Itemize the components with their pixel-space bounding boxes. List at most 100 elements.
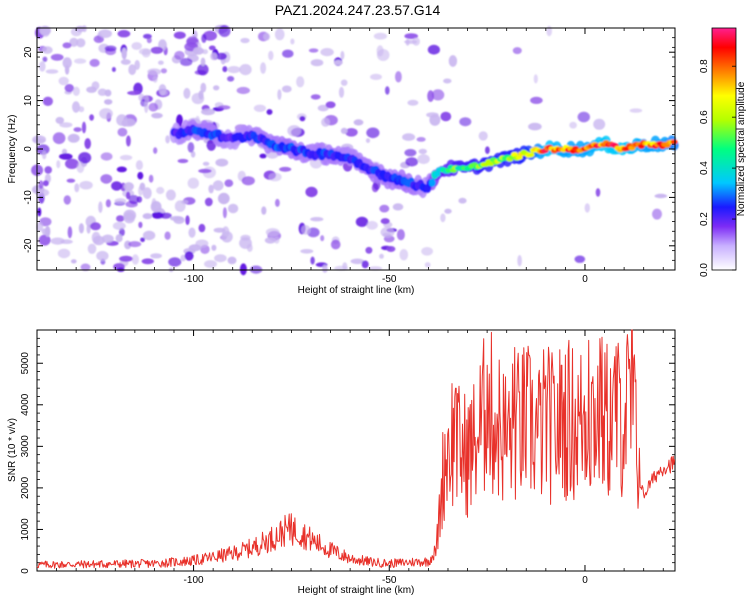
spectrogram-noise-blob <box>56 160 61 169</box>
snr-x-tick-label: 0 <box>582 575 588 586</box>
spectrogram-noise-blob <box>55 116 65 124</box>
spectrogram-noise-blob <box>399 249 409 261</box>
spectrogram-noise-blob <box>444 208 452 214</box>
spectrogram-noise-blob <box>116 215 125 222</box>
spectrogram-noise-blob <box>59 153 73 160</box>
spectrogram-noise-blob <box>142 230 156 241</box>
spectrogram-noise-blob <box>301 225 311 235</box>
spectrogram-noise-blob <box>96 250 109 261</box>
spectrogram-noise-blob <box>169 216 184 221</box>
spectrogram-noise-blob <box>407 99 419 106</box>
spectrogram-noise-blob <box>38 234 51 246</box>
spectrogram-ridge-core <box>511 151 518 157</box>
snr-y-tick-label: 4000 <box>20 393 31 416</box>
spectrogram-noise-blob <box>317 104 329 112</box>
spectrogram-noise-blob <box>260 62 267 74</box>
spectrogram-noise-blob <box>274 236 280 244</box>
spectrogram-noise-blob <box>217 105 231 110</box>
spectrogram-noise-blob <box>212 180 224 191</box>
spectrogram-noise-blob <box>36 222 44 232</box>
spectrogram-noise-blob <box>330 239 341 250</box>
spectrogram-noise-blob <box>373 32 387 40</box>
spectrogram-noise-blob <box>204 260 217 268</box>
spectrogram-noise-blob <box>111 67 116 72</box>
spectrogram-noise-blob <box>222 66 228 73</box>
spectrogram-noise-blob <box>261 206 267 215</box>
spectrogram-noise-blob <box>57 248 71 259</box>
spectrogram-noise-blob <box>305 186 318 198</box>
spectrogram-noise-blob <box>73 127 82 132</box>
snr-y-tick-label: 3000 <box>20 435 31 458</box>
spectrogram-noise-blob <box>404 149 417 157</box>
spectrogram-noise-blob <box>35 188 50 197</box>
spectrogram-noise-blob <box>310 256 315 265</box>
spectrogram-noise-blob <box>121 47 127 60</box>
spectrogram-noise-blob <box>227 203 239 214</box>
spectrogram-noise-blob <box>116 166 127 173</box>
spectrogram-ridge-core <box>670 139 678 145</box>
spectrogram-noise-blob <box>67 133 80 143</box>
spectrogram-noise-blob <box>98 29 112 38</box>
spectrogram-noise-blob <box>64 84 75 93</box>
spectrogram-noise-blob <box>392 203 404 211</box>
spectrogram-noise-blob <box>310 217 324 222</box>
spectrogram-noise-blob <box>240 37 250 44</box>
spectrogram-noise-blob <box>191 92 205 105</box>
chart-title: PAZ1.2024.247.23.57.G14 <box>274 2 441 18</box>
snr-series-line <box>36 329 676 569</box>
spectrogram-ridge-core <box>428 178 436 187</box>
spectrogram-noise-blob <box>100 174 113 184</box>
spectrogram-noise-blob <box>119 255 133 262</box>
spectrogram-noise-blob <box>150 201 162 213</box>
spectrogram-noise-blob <box>177 158 189 164</box>
spectrogram-noise-blob <box>201 108 215 116</box>
spectrogram-noise-blob <box>148 102 159 112</box>
spectrogram-noise-blob <box>151 211 164 219</box>
colorbar: 0.0 0.2 0.4 0.6 0.8 Normalized spectral ampl… <box>699 27 747 277</box>
spectrogram-noise-blob <box>74 58 87 64</box>
spectrogram-noise-blob <box>216 52 227 60</box>
spectrogram-noise-blob <box>150 46 164 54</box>
spectrogram-noise-blob <box>265 228 280 237</box>
spectrogram-noise-blob <box>138 221 143 229</box>
spectrogram-noise-blob <box>131 254 139 265</box>
spectrogram-noise-blob <box>325 101 336 109</box>
spectrogram-noise-blob <box>380 218 390 225</box>
snr-y-tick-label: 0 <box>20 568 31 574</box>
spectrogram-noise-blob <box>173 31 186 39</box>
spectrogram-noise-blob <box>227 76 235 82</box>
spectrogram-x-tick-label: 0 <box>582 274 588 285</box>
spectrogram-noise-blob <box>45 69 59 74</box>
spectrogram-noise-blob <box>84 138 91 150</box>
colorbar-tick-label: 0.8 <box>699 59 710 73</box>
spectrogram-noise-blob <box>114 198 127 204</box>
spectrogram-noise-blob <box>203 30 218 41</box>
spectrogram-noise-blob <box>448 55 458 67</box>
spectrogram-noise-blob <box>50 53 64 61</box>
spectrogram-noise-blob <box>287 125 302 137</box>
spectrogram-noise-blob <box>299 116 306 122</box>
spectrogram-noise-blob <box>322 264 328 273</box>
spectrogram-noise-blob <box>236 86 250 95</box>
snr-axes: -100 -50 0 0 1000 2000 3000 4000 5000 <box>20 329 675 586</box>
spectrogram-noise-blob <box>533 74 538 84</box>
spectrogram-noise-blob <box>144 95 149 105</box>
spectrogram-noise-blob <box>418 148 427 155</box>
spectrogram-noise-blob <box>100 152 113 161</box>
spectrogram-noise-blob <box>416 137 426 142</box>
spectrogram-noise-blob <box>210 52 218 61</box>
spectrogram-noise-blob <box>431 89 445 101</box>
spectrogram-noise-blob <box>63 195 71 205</box>
snr-y-tick-label: 5000 <box>20 352 31 375</box>
colorbar-tick-label: 0.2 <box>699 212 710 226</box>
spectrogram-noise-blob <box>76 38 86 48</box>
spectrogram-noise-blob <box>174 50 185 60</box>
spectrogram-noise-blob <box>160 89 169 96</box>
spectrogram-noise-blob <box>42 96 54 107</box>
spectrogram-noise-blob <box>148 174 154 183</box>
spectrogram-noise-blob <box>142 187 152 200</box>
spectrogram-noise-blob <box>253 104 266 113</box>
spectrogram-noise-blob <box>78 223 84 234</box>
spectrogram-noise-blob <box>44 226 51 237</box>
spectrogram-noise-blob <box>427 44 440 55</box>
